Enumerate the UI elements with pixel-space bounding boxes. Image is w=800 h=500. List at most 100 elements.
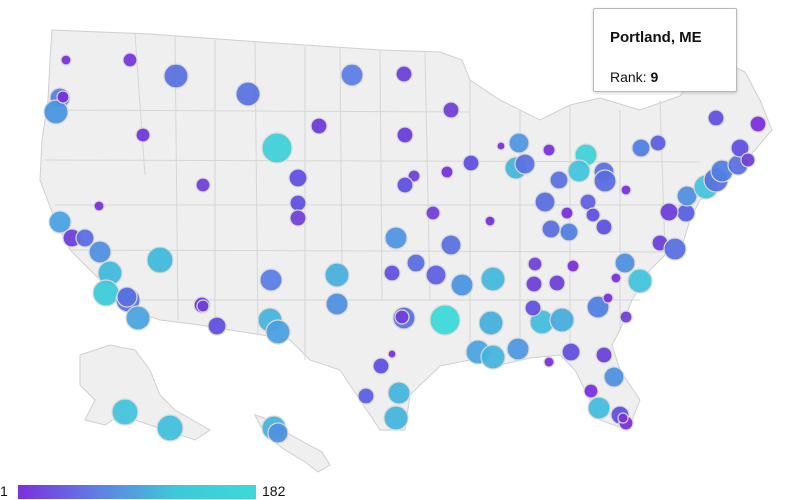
city-bubble[interactable] xyxy=(659,202,679,222)
city-bubble[interactable] xyxy=(527,256,543,272)
city-bubble[interactable] xyxy=(480,344,506,370)
city-bubble[interactable] xyxy=(288,168,308,188)
city-bubble[interactable] xyxy=(534,191,556,213)
city-bubble[interactable] xyxy=(583,383,599,399)
city-bubble[interactable] xyxy=(450,273,474,297)
city-bubble[interactable] xyxy=(462,154,480,172)
city-bubble[interactable] xyxy=(542,143,556,157)
city-bubble[interactable] xyxy=(549,170,569,190)
city-bubble[interactable] xyxy=(60,54,72,66)
city-bubble[interactable] xyxy=(560,206,574,220)
city-bubble[interactable] xyxy=(196,299,210,313)
city-bubble[interactable] xyxy=(383,405,409,431)
city-bubble[interactable] xyxy=(740,152,756,168)
city-bubble[interactable] xyxy=(396,176,414,194)
city-bubble[interactable] xyxy=(259,268,283,292)
city-bubble[interactable] xyxy=(524,299,542,317)
city-bubble[interactable] xyxy=(567,159,591,183)
city-bubble[interactable] xyxy=(357,387,375,405)
city-bubble[interactable] xyxy=(525,275,543,293)
city-bubble[interactable] xyxy=(88,240,112,264)
city-bubble[interactable] xyxy=(372,357,390,375)
city-bubble[interactable] xyxy=(324,262,350,288)
city-bubble[interactable] xyxy=(559,222,579,242)
city-bubble[interactable] xyxy=(541,219,561,239)
city-bubble[interactable] xyxy=(207,316,227,336)
city-bubble[interactable] xyxy=(586,295,610,319)
city-bubble[interactable] xyxy=(440,234,462,256)
city-bubble[interactable] xyxy=(614,252,636,274)
city-bubble[interactable] xyxy=(561,342,581,362)
city-bubble[interactable] xyxy=(663,237,687,261)
city-bubble[interactable] xyxy=(549,307,575,333)
city-bubble[interactable] xyxy=(111,398,139,426)
city-bubble[interactable] xyxy=(235,81,261,107)
city-bubble[interactable] xyxy=(496,141,506,151)
city-bubble[interactable] xyxy=(440,165,454,179)
city-bubble[interactable] xyxy=(383,264,401,282)
city-bubble[interactable] xyxy=(602,292,614,304)
city-bubble[interactable] xyxy=(92,279,120,307)
city-bubble[interactable] xyxy=(442,101,460,119)
city-bubble[interactable] xyxy=(289,209,307,227)
city-bubble[interactable] xyxy=(48,210,72,234)
city-bubble[interactable] xyxy=(508,132,530,154)
city-bubble[interactable] xyxy=(676,203,696,223)
city-bubble[interactable] xyxy=(406,253,426,273)
city-bubble[interactable] xyxy=(384,226,408,250)
city-bubble[interactable] xyxy=(478,310,504,336)
city-bubble[interactable] xyxy=(289,194,307,212)
city-bubble[interactable] xyxy=(620,184,632,196)
city-bubble[interactable] xyxy=(43,99,69,125)
city-bubble[interactable] xyxy=(56,90,70,104)
city-bubble[interactable] xyxy=(603,366,625,388)
city-bubble[interactable] xyxy=(593,169,617,193)
city-bubble[interactable] xyxy=(595,346,613,364)
city-bubble[interactable] xyxy=(387,349,397,359)
city-bubble[interactable] xyxy=(514,153,536,175)
city-bubble[interactable] xyxy=(617,412,629,424)
city-bubble[interactable] xyxy=(587,396,611,420)
city-bubble[interactable] xyxy=(480,266,506,292)
city-bubble[interactable] xyxy=(585,207,601,223)
city-bubble[interactable] xyxy=(566,259,580,273)
city-bubble[interactable] xyxy=(396,126,414,144)
city-bubble[interactable] xyxy=(649,134,667,152)
city-bubble[interactable] xyxy=(627,268,653,294)
city-bubble[interactable] xyxy=(261,132,293,164)
city-bubble[interactable] xyxy=(310,117,328,135)
city-bubble[interactable] xyxy=(425,264,447,286)
city-bubble[interactable] xyxy=(429,304,461,336)
bubbles[interactable] xyxy=(43,52,767,444)
city-bubble[interactable] xyxy=(125,305,151,331)
city-bubble[interactable] xyxy=(676,185,698,207)
city-bubble[interactable] xyxy=(340,63,364,87)
city-bubble[interactable] xyxy=(707,109,725,127)
city-bubble[interactable] xyxy=(610,272,622,284)
city-bubble[interactable] xyxy=(425,205,441,221)
city-bubble[interactable] xyxy=(506,337,530,361)
city-bubble[interactable] xyxy=(619,310,633,324)
city-bubble[interactable] xyxy=(122,52,138,68)
city-bubble[interactable] xyxy=(325,292,349,316)
city-bubble[interactable] xyxy=(116,286,138,308)
city-bubble[interactable] xyxy=(730,138,750,158)
city-bubble[interactable] xyxy=(543,356,555,368)
city-bubble[interactable] xyxy=(394,309,410,325)
city-bubble[interactable] xyxy=(163,63,189,89)
city-bubble[interactable] xyxy=(135,127,151,143)
city-bubble[interactable] xyxy=(595,218,613,236)
city-bubble[interactable] xyxy=(265,319,291,345)
city-bubble[interactable] xyxy=(75,228,95,248)
city-bubble[interactable] xyxy=(195,177,211,193)
city-bubble[interactable] xyxy=(267,422,289,444)
city-bubble[interactable] xyxy=(93,200,105,212)
city-bubble[interactable] xyxy=(631,138,651,158)
city-bubble[interactable] xyxy=(156,414,184,442)
city-bubble[interactable] xyxy=(548,274,566,292)
city-bubble[interactable] xyxy=(387,381,411,405)
city-bubble[interactable] xyxy=(395,65,413,83)
city-bubble[interactable] xyxy=(749,115,767,133)
city-bubble[interactable] xyxy=(146,246,174,274)
city-bubble[interactable] xyxy=(484,215,496,227)
